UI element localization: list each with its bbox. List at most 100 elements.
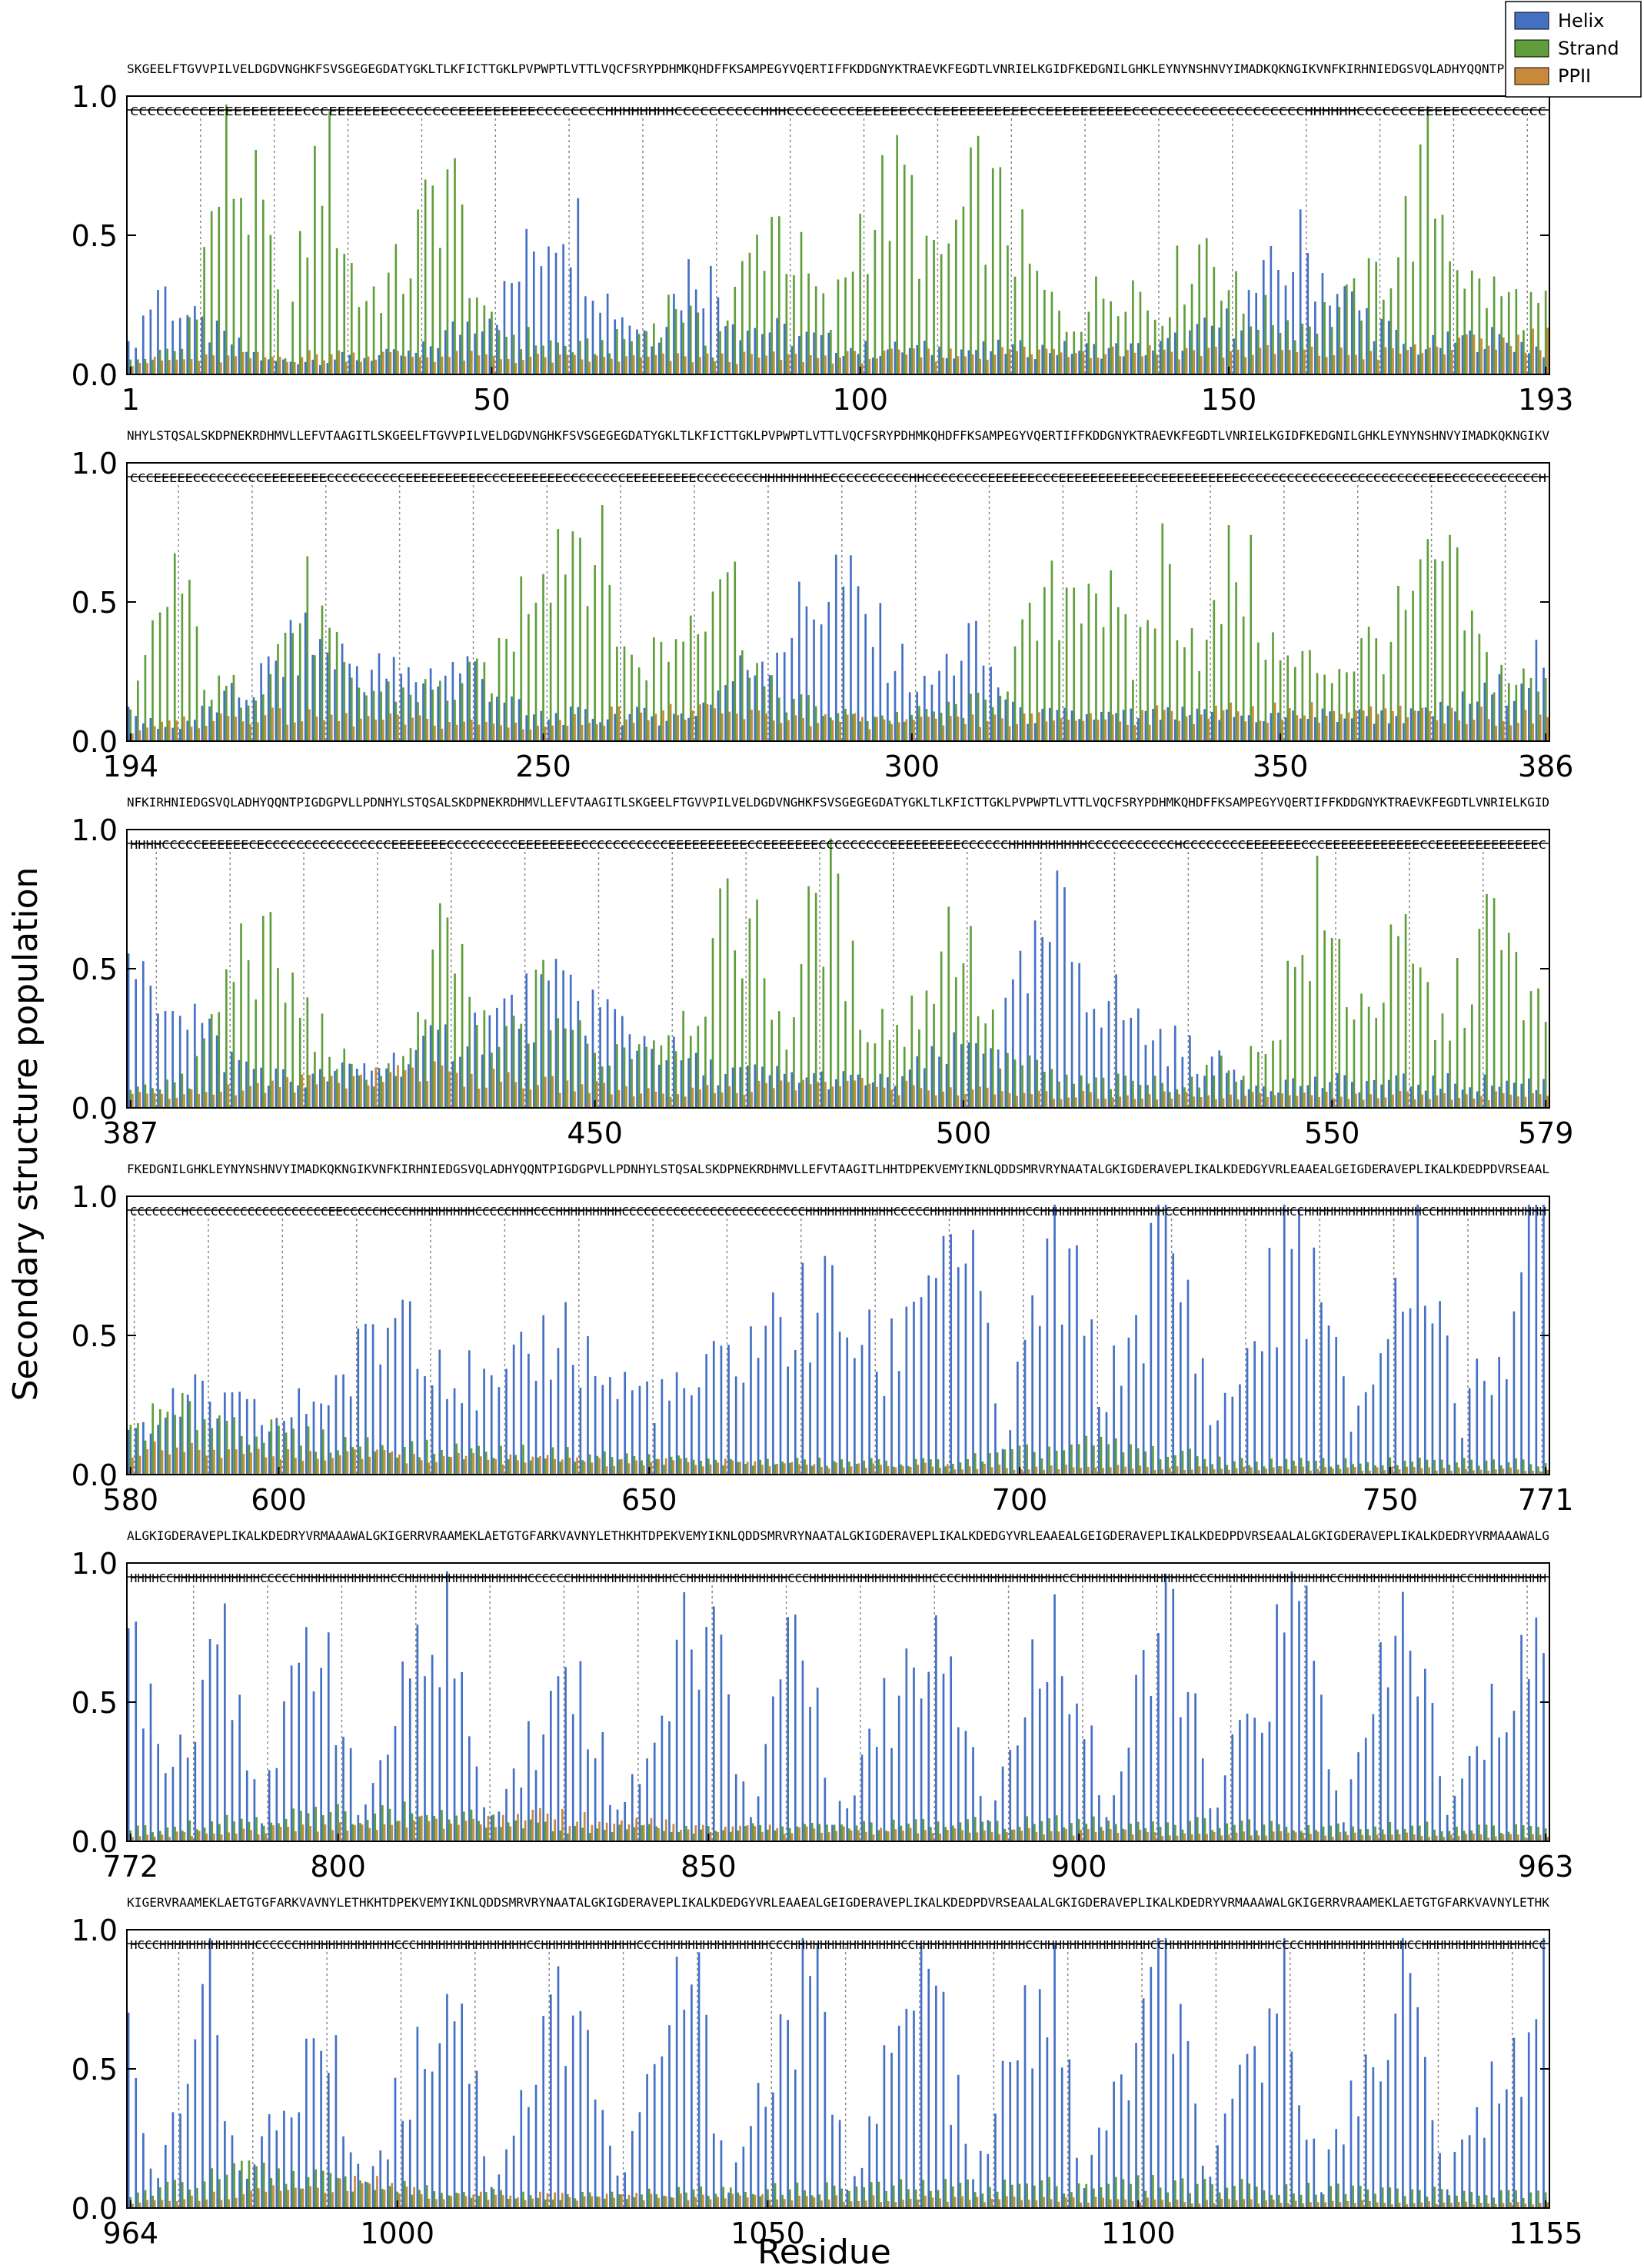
strand-bar xyxy=(270,1822,273,1841)
strand-bar xyxy=(1346,672,1348,741)
helix-bar xyxy=(651,1049,653,1108)
ppii-bar xyxy=(684,720,687,741)
helix-bar xyxy=(275,2130,278,2208)
ppii-bar xyxy=(1465,1834,1468,1841)
helix-bar xyxy=(1490,2061,1493,2208)
helix-bar xyxy=(1270,713,1273,741)
strand-bar xyxy=(737,1830,740,1841)
ppii-bar xyxy=(1443,723,1446,741)
strand-bar xyxy=(1240,1821,1243,1841)
helix-bar xyxy=(1402,1312,1404,1475)
ppii-bar xyxy=(1016,351,1019,374)
helix-bar xyxy=(727,1694,730,1841)
helix-bar xyxy=(231,2135,234,2208)
ppii-bar xyxy=(544,727,547,741)
helix-bar xyxy=(498,1387,501,1475)
helix-bar xyxy=(245,1061,248,1108)
helix-bar xyxy=(224,1392,226,1475)
strand-bar xyxy=(851,940,854,1108)
ppii-bar xyxy=(455,724,458,741)
strand-bar xyxy=(1055,1450,1058,1475)
helix-bar xyxy=(938,670,940,741)
ppii-bar xyxy=(1001,718,1003,741)
ppii-bar xyxy=(1176,2200,1179,2208)
strand-bar xyxy=(225,2174,228,2208)
ppii-bar xyxy=(1495,1469,1497,1475)
helix-bar xyxy=(1490,1684,1493,1841)
y-tick-label: 0.0 xyxy=(72,725,118,759)
helix-bar xyxy=(816,1688,819,1841)
ppii-bar xyxy=(1090,357,1092,374)
helix-bar xyxy=(141,315,145,374)
strand-bar xyxy=(173,1082,176,1108)
helix-bar xyxy=(149,2168,152,2208)
ppii-bar xyxy=(1035,2200,1038,2208)
strand-bar xyxy=(1389,1821,1392,1841)
helix-bar xyxy=(1386,2060,1389,2208)
helix-bar xyxy=(268,2114,271,2208)
helix-bar xyxy=(1186,1279,1190,1475)
helix-bar xyxy=(1439,1776,1441,1841)
helix-bar xyxy=(1476,1358,1479,1475)
helix-bar xyxy=(842,1071,845,1108)
strand-bar xyxy=(804,1824,806,1841)
strand-bar xyxy=(859,721,862,741)
strand-bar xyxy=(601,340,604,374)
strand-bar xyxy=(240,1818,243,1841)
helix-bar xyxy=(481,331,484,374)
ppii-bar xyxy=(846,351,849,374)
helix-bar xyxy=(475,1766,478,1841)
ppii-bar xyxy=(1362,710,1365,741)
helix-bar xyxy=(238,1694,241,1841)
ppii-bar xyxy=(448,357,451,374)
helix-bar xyxy=(798,336,800,374)
strand-bar xyxy=(962,963,965,1108)
helix-bar xyxy=(1180,1717,1182,1841)
strand-bar xyxy=(158,349,161,374)
ppii-bar xyxy=(824,713,827,741)
helix-bar xyxy=(1076,2157,1078,2208)
helix-bar xyxy=(997,1049,1000,1108)
strand-bar xyxy=(1013,646,1017,741)
strand-bar xyxy=(514,1820,517,1841)
helix-bar xyxy=(727,2192,730,2208)
helix-bar xyxy=(790,637,794,741)
x-tick-label: 150 xyxy=(1201,383,1257,417)
ppii-bar xyxy=(472,1818,475,1841)
strand-bar xyxy=(1404,610,1407,741)
ppii-bar xyxy=(794,354,797,374)
helix-bar xyxy=(557,1676,560,1841)
helix-bar xyxy=(1527,2032,1530,2208)
helix-bar xyxy=(1342,1376,1345,1475)
ppii-bar xyxy=(1346,1467,1349,1475)
helix-bar xyxy=(503,998,506,1108)
ppii-bar xyxy=(1001,1091,1003,1108)
ppii-bar xyxy=(154,1836,156,1841)
helix-bar xyxy=(186,1758,189,1841)
x-tick-label: 650 xyxy=(621,1483,677,1517)
strand-bar xyxy=(1036,640,1039,741)
strand-bar xyxy=(537,1822,540,1841)
strand-bar xyxy=(719,331,721,374)
helix-bar xyxy=(1038,1989,1041,2208)
strand-bar xyxy=(653,323,655,374)
ppii-bar xyxy=(1384,708,1387,741)
ppii-bar xyxy=(990,1831,993,1841)
helix-bar xyxy=(1336,722,1339,741)
helix-bar xyxy=(1335,2129,1338,2208)
ppii-bar xyxy=(1008,1092,1011,1108)
helix-bar xyxy=(1320,1694,1323,1841)
ppii-bar xyxy=(598,1458,601,1475)
helix-bar xyxy=(1210,325,1213,374)
strand-bar xyxy=(1389,924,1393,1108)
ppii-bar xyxy=(699,1089,701,1108)
ppii-bar xyxy=(492,355,495,374)
helix-bar xyxy=(312,2038,315,2208)
ppii-bar xyxy=(522,729,524,741)
strand-bar xyxy=(557,1018,560,1108)
ppii-bar xyxy=(1332,2200,1334,2208)
strand-bar xyxy=(1440,2189,1443,2208)
ppii-bar xyxy=(728,361,731,374)
strand-bar xyxy=(660,641,663,741)
